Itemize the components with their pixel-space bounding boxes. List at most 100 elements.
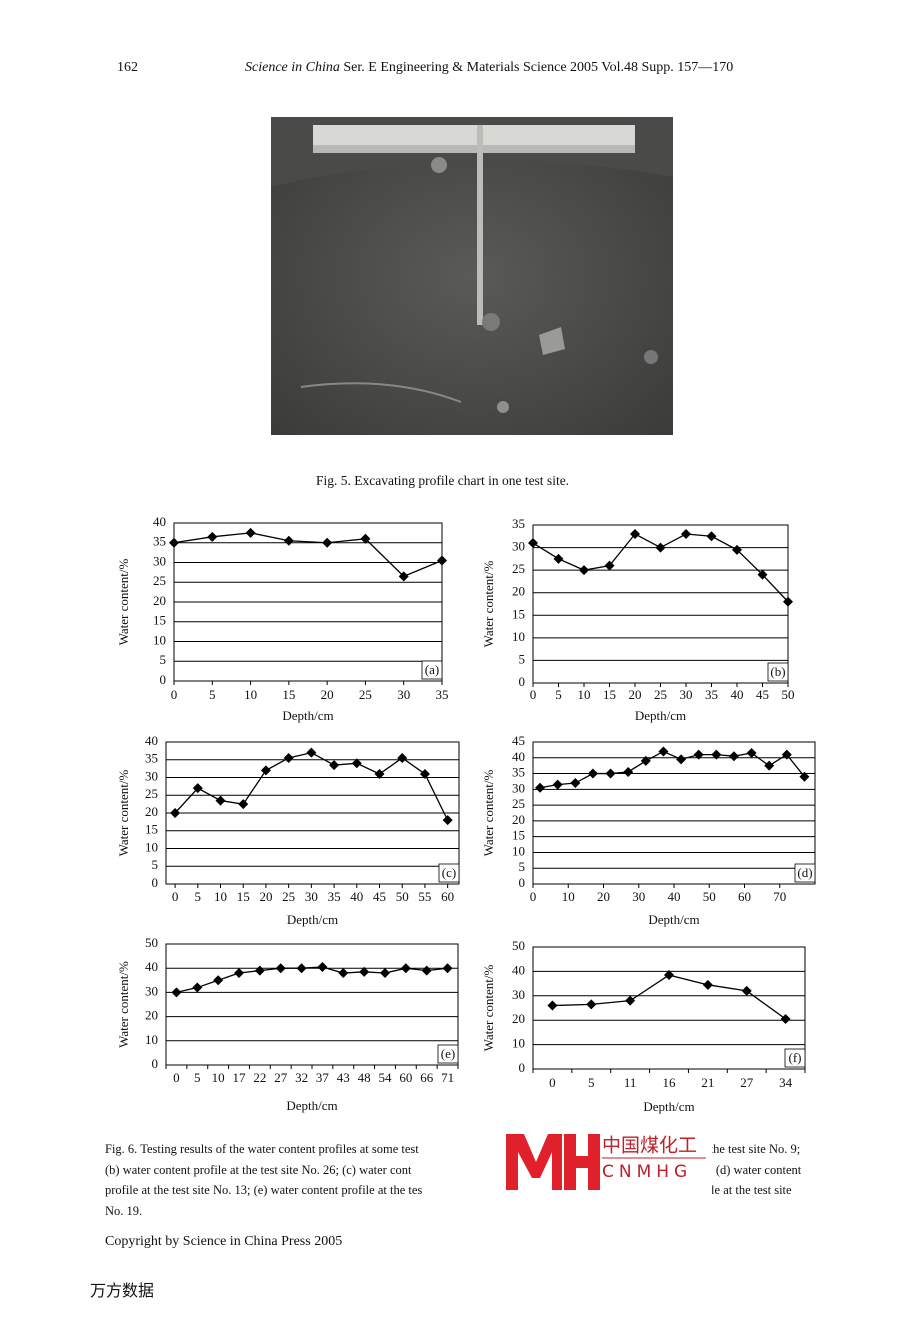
panel-label: (e) bbox=[441, 1046, 455, 1061]
panel-label-box bbox=[767, 662, 789, 682]
data-line bbox=[173, 532, 443, 578]
x-tick-label: 37 bbox=[316, 1070, 330, 1085]
x-tick-label: 20 bbox=[259, 889, 272, 904]
data-point bbox=[400, 963, 411, 974]
x-tick-label: 0 bbox=[530, 889, 537, 904]
y-tick-label: 25 bbox=[512, 561, 525, 576]
data-point bbox=[329, 760, 340, 771]
x-tick-label: 5 bbox=[555, 687, 562, 702]
x-tick-label: 15 bbox=[603, 687, 616, 702]
y-tick-label: 20 bbox=[512, 812, 525, 827]
data-point bbox=[442, 963, 453, 974]
x-tick-label: 50 bbox=[703, 889, 716, 904]
x-tick-label: 25 bbox=[282, 889, 295, 904]
data-point bbox=[283, 752, 294, 763]
y-tick-label: 30 bbox=[512, 539, 525, 554]
x-tick-label: 0 bbox=[172, 889, 179, 904]
panel-label-box bbox=[794, 863, 816, 883]
caption-text: 3; (d) water content bbox=[703, 1162, 802, 1177]
y-tick-label: 0 bbox=[160, 672, 167, 687]
data-point bbox=[535, 782, 546, 793]
data-point bbox=[746, 748, 757, 759]
y-tick-label: 35 bbox=[512, 516, 525, 531]
data-point bbox=[681, 529, 691, 540]
y-tick-label: 25 bbox=[145, 786, 158, 801]
caption-text: t the test site No. 9; bbox=[703, 1142, 801, 1156]
panel-label: (c) bbox=[442, 865, 456, 880]
data-point bbox=[360, 533, 371, 544]
data-point bbox=[552, 779, 563, 790]
y-axis-label: Water content/% bbox=[481, 561, 496, 648]
y-tick-label: 20 bbox=[512, 584, 525, 599]
x-tick-label: 40 bbox=[350, 889, 363, 904]
x-tick-label: 30 bbox=[680, 687, 693, 702]
y-tick-label: 10 bbox=[512, 843, 525, 858]
x-tick-label: 30 bbox=[632, 889, 645, 904]
y-tick-label: 50 bbox=[512, 938, 525, 953]
data-point bbox=[374, 768, 385, 779]
caption-text: rofile at the test site bbox=[693, 1183, 792, 1197]
x-tick-label: 0 bbox=[530, 687, 537, 702]
panel-label: (f) bbox=[789, 1050, 802, 1065]
y-tick-label: 35 bbox=[145, 751, 158, 766]
y-tick-label: 15 bbox=[512, 828, 525, 843]
x-tick-label: 25 bbox=[654, 687, 667, 702]
x-tick-label: 50 bbox=[782, 687, 795, 702]
data-point bbox=[570, 778, 581, 789]
data-point bbox=[359, 966, 370, 977]
x-tick-label: 45 bbox=[756, 687, 769, 702]
data-point bbox=[579, 565, 589, 576]
y-tick-label: 0 bbox=[152, 875, 159, 890]
data-point bbox=[380, 968, 390, 979]
data-point bbox=[398, 571, 409, 582]
x-tick-label: 16 bbox=[663, 1075, 677, 1090]
y-tick-label: 5 bbox=[519, 651, 526, 666]
plot-area bbox=[165, 943, 459, 1066]
x-tick-label: 27 bbox=[274, 1070, 288, 1085]
x-tick-label: 60 bbox=[441, 889, 454, 904]
figure-caption: Fig. 5. Excavating profile chart in one … bbox=[316, 473, 570, 488]
panel-label: (a) bbox=[425, 662, 439, 677]
x-tick-label: 60 bbox=[738, 889, 751, 904]
x-tick-label: 15 bbox=[282, 687, 295, 702]
y-axis-label: Water content/% bbox=[116, 559, 131, 646]
x-tick-label: 5 bbox=[588, 1075, 595, 1090]
data-point bbox=[437, 555, 447, 566]
photo bbox=[271, 117, 673, 435]
data-line bbox=[174, 751, 449, 821]
data-point bbox=[171, 987, 182, 998]
x-tick-label: 10 bbox=[214, 889, 227, 904]
y-tick-label: 15 bbox=[153, 613, 166, 628]
watermark-latin: CNMHG bbox=[602, 1162, 692, 1182]
data-point bbox=[169, 537, 179, 548]
figure-caption: Fig. 6. Testing results of the water con… bbox=[105, 1139, 801, 1221]
data-point bbox=[799, 771, 810, 782]
x-tick-label: 30 bbox=[305, 889, 318, 904]
y-tick-label: 40 bbox=[145, 733, 158, 748]
x-tick-label: 10 bbox=[562, 889, 575, 904]
x-tick-label: 45 bbox=[373, 889, 386, 904]
data-point bbox=[630, 529, 640, 540]
data-point bbox=[623, 766, 634, 777]
y-tick-label: 40 bbox=[512, 962, 525, 977]
y-tick-label: 30 bbox=[512, 780, 525, 795]
data-point bbox=[664, 970, 674, 981]
data-point bbox=[207, 531, 218, 542]
y-tick-label: 10 bbox=[153, 632, 166, 647]
x-tick-label: 10 bbox=[212, 1070, 225, 1085]
x-tick-label: 20 bbox=[597, 889, 610, 904]
y-tick-label: 50 bbox=[145, 935, 158, 950]
data-point bbox=[693, 749, 704, 760]
data-point bbox=[338, 968, 349, 979]
x-tick-label: 21 bbox=[701, 1075, 714, 1090]
data-line bbox=[552, 974, 786, 1020]
y-axis-label: Water content/% bbox=[116, 961, 131, 1048]
x-tick-label: 32 bbox=[295, 1070, 308, 1085]
y-axis-label: Water content/% bbox=[481, 770, 496, 857]
y-tick-label: 40 bbox=[153, 514, 166, 529]
y-tick-label: 0 bbox=[519, 1060, 526, 1075]
y-tick-label: 40 bbox=[145, 959, 158, 974]
data-point bbox=[397, 752, 408, 763]
